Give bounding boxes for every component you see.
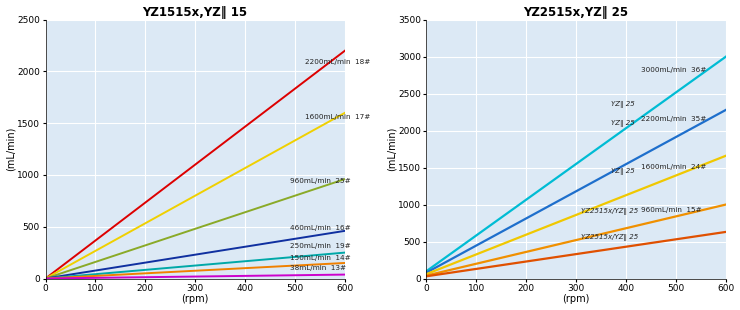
Text: 1600mL/min  17#: 1600mL/min 17#	[305, 114, 370, 120]
Text: YZ‖ 25: YZ‖ 25	[611, 120, 635, 127]
Text: 2200mL/min  35#: 2200mL/min 35#	[641, 116, 707, 122]
Text: 2200mL/min  18#: 2200mL/min 18#	[305, 59, 370, 65]
Text: 460mL/min  16#: 460mL/min 16#	[290, 225, 351, 231]
Title: YZ2515x,YZ‖ 25: YZ2515x,YZ‖ 25	[524, 6, 629, 19]
Title: YZ1515x,YZ‖ 15: YZ1515x,YZ‖ 15	[143, 6, 248, 19]
Text: 250mL/min  19#: 250mL/min 19#	[290, 243, 351, 250]
Text: 150mL/min  14#: 150mL/min 14#	[290, 255, 351, 261]
Text: 960mL/min  15#: 960mL/min 15#	[641, 207, 702, 213]
Text: 38mL/min  13#: 38mL/min 13#	[290, 265, 346, 271]
X-axis label: (rpm): (rpm)	[562, 294, 590, 304]
Text: 960mL/min  25#: 960mL/min 25#	[290, 178, 351, 184]
Text: YZ2515x/YZ‖ 25: YZ2515x/YZ‖ 25	[581, 208, 639, 215]
Text: 3000mL/min  36#: 3000mL/min 36#	[641, 67, 707, 73]
Text: YZ2515x/YZ‖ 25: YZ2515x/YZ‖ 25	[581, 234, 639, 241]
Y-axis label: (mL/min): (mL/min)	[386, 127, 397, 171]
Text: YZ‖ 25: YZ‖ 25	[611, 101, 635, 108]
X-axis label: (rpm): (rpm)	[181, 294, 209, 304]
Y-axis label: (mL/min): (mL/min)	[6, 127, 16, 171]
Text: 1600mL/min  24#: 1600mL/min 24#	[641, 164, 707, 170]
Text: YZ‖ 25: YZ‖ 25	[611, 168, 635, 175]
